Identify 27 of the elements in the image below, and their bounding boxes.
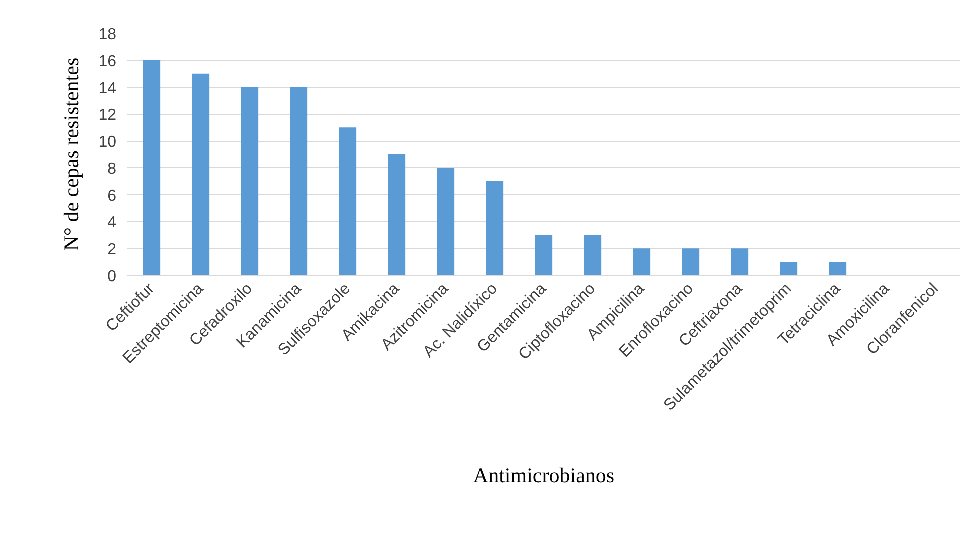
y-tick-label: 6 [108,188,117,205]
bar [584,235,602,276]
y-tick-label: 16 [98,53,117,70]
bar [535,235,553,276]
y-tick-label: 14 [98,80,117,98]
bar [437,168,455,276]
bar [731,248,749,276]
bar [486,181,504,276]
bar [339,128,357,276]
bar [633,248,651,276]
y-tick-label: 8 [108,160,117,178]
bar [290,87,308,276]
y-tick-label: 18 [98,26,117,44]
y-tick-label: 0 [108,268,117,286]
bar [829,262,847,276]
bar [241,87,259,276]
bar [192,74,210,276]
bar [682,248,700,276]
bar [143,60,161,276]
y-tick-label: 4 [108,214,117,232]
bar [780,262,798,276]
x-axis-title: Antimicrobianos [473,463,615,488]
y-tick-label: 12 [98,107,117,124]
y-tick-label: 10 [98,134,117,152]
y-tick-label: 2 [108,242,117,259]
y-axis-title: N° de cepas resistentes [60,58,84,252]
bar [388,154,406,276]
